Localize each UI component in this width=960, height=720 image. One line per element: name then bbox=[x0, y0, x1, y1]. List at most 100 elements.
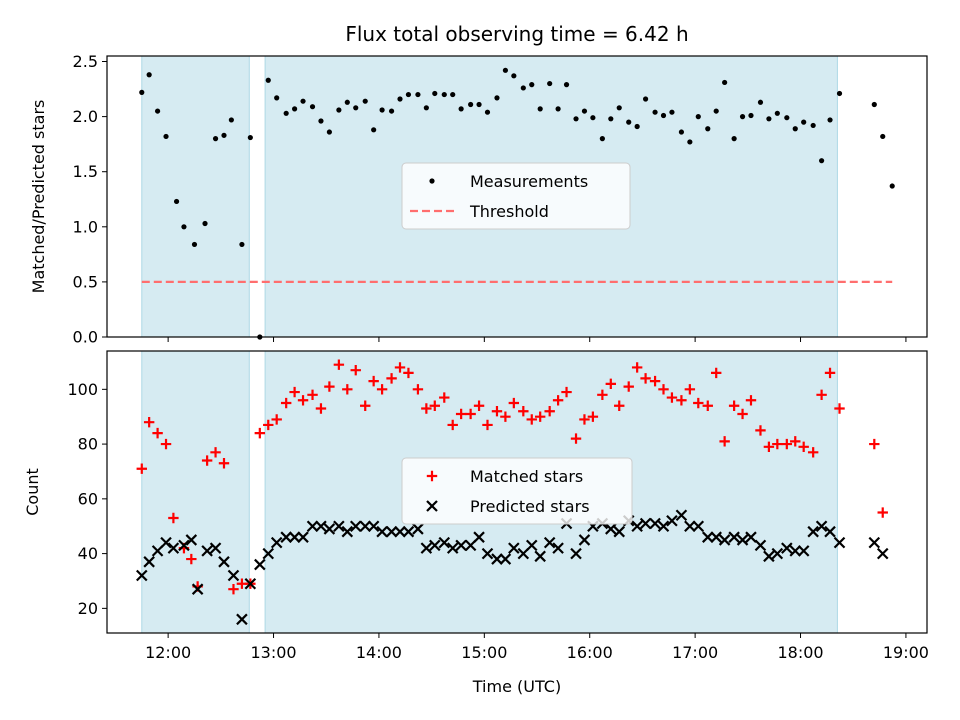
data-point bbox=[692, 520, 705, 533]
data-point bbox=[719, 436, 730, 447]
data-point bbox=[634, 123, 640, 130]
legend-swatch bbox=[426, 500, 438, 512]
legend-label: Matched stars bbox=[470, 467, 583, 486]
data-point bbox=[702, 400, 713, 411]
data-point bbox=[678, 129, 685, 135]
data-point bbox=[889, 183, 895, 189]
data-point bbox=[827, 117, 833, 123]
x-tick-label: 14:00 bbox=[356, 643, 402, 662]
data-point bbox=[362, 98, 368, 104]
data-point bbox=[367, 520, 380, 533]
series-predicted-stars bbox=[137, 510, 889, 626]
legend-box bbox=[401, 162, 631, 230]
data-point bbox=[143, 556, 155, 568]
data-point bbox=[880, 133, 886, 140]
data-point bbox=[297, 395, 309, 406]
data-point bbox=[834, 403, 845, 414]
legend-label: Threshold bbox=[469, 202, 549, 221]
data-point bbox=[465, 408, 476, 420]
chart-title: Flux total observing time = 6.42 h bbox=[345, 22, 688, 46]
data-point bbox=[642, 96, 649, 102]
data-point bbox=[191, 241, 198, 248]
data-point bbox=[181, 224, 187, 230]
data-point bbox=[271, 414, 282, 425]
data-point bbox=[710, 531, 722, 543]
data-point bbox=[745, 395, 757, 406]
data-point bbox=[218, 556, 230, 568]
data-point bbox=[146, 72, 152, 78]
x-tick-label: 17:00 bbox=[672, 643, 718, 662]
data-point bbox=[544, 406, 555, 417]
data-point bbox=[306, 520, 319, 533]
data-point bbox=[484, 109, 491, 115]
x-tick-label: 12:00 bbox=[145, 643, 191, 662]
data-point bbox=[274, 95, 280, 101]
data-point bbox=[499, 553, 512, 565]
data-point bbox=[631, 520, 643, 533]
legend-entry-measurements: Measurements bbox=[429, 172, 588, 191]
data-point bbox=[227, 569, 240, 582]
data-point bbox=[784, 115, 790, 121]
data-point bbox=[318, 118, 324, 124]
data-point bbox=[280, 397, 292, 409]
data-point bbox=[491, 406, 503, 417]
data-point bbox=[446, 542, 459, 554]
y-tick-label: 2.5 bbox=[73, 52, 98, 71]
data-point bbox=[342, 384, 353, 395]
data-point bbox=[405, 91, 412, 98]
data-point bbox=[608, 116, 614, 122]
data-point bbox=[739, 114, 746, 120]
data-point bbox=[349, 520, 362, 533]
data-point bbox=[201, 455, 213, 466]
data-point bbox=[526, 414, 537, 425]
data-point bbox=[371, 127, 377, 133]
data-point bbox=[573, 116, 579, 122]
y-tick-label: 0.5 bbox=[73, 272, 98, 291]
data-point bbox=[684, 384, 696, 395]
data-point bbox=[616, 105, 622, 111]
data-point bbox=[270, 536, 283, 549]
data-point bbox=[766, 116, 772, 122]
data-point bbox=[789, 545, 802, 557]
y-tick-label: 0.0 bbox=[73, 328, 98, 347]
data-point bbox=[152, 427, 163, 439]
data-point bbox=[581, 108, 588, 114]
data-point bbox=[695, 114, 701, 120]
data-point bbox=[289, 386, 300, 398]
data-point bbox=[420, 542, 433, 554]
data-point bbox=[771, 547, 784, 560]
legend-swatch bbox=[429, 178, 435, 184]
data-point bbox=[755, 425, 766, 436]
data-point bbox=[807, 447, 819, 458]
star-count-panel: 20 40 60 80 100 12:00 13:00 14:00 15:00 16:00 17:0… bbox=[23, 351, 929, 662]
data-point bbox=[781, 542, 793, 554]
y-tick-label: 1.0 bbox=[73, 217, 98, 236]
data-point bbox=[711, 367, 722, 379]
data-point bbox=[754, 539, 767, 552]
data-point bbox=[731, 136, 737, 142]
data-point bbox=[412, 523, 424, 535]
data-point bbox=[209, 542, 222, 554]
data-point bbox=[801, 119, 807, 125]
data-point bbox=[868, 536, 881, 549]
legend: Matched stars Predicted stars bbox=[401, 457, 633, 525]
data-point bbox=[869, 438, 880, 450]
data-point bbox=[520, 85, 526, 91]
data-point bbox=[687, 139, 693, 145]
data-point bbox=[283, 110, 289, 116]
data-point bbox=[379, 107, 385, 113]
data-point bbox=[239, 241, 245, 248]
data-point bbox=[807, 525, 819, 538]
data-point bbox=[386, 373, 397, 384]
data-point bbox=[178, 539, 190, 552]
data-point bbox=[772, 438, 783, 450]
data-point bbox=[421, 403, 432, 414]
data-point bbox=[613, 525, 626, 538]
data-point bbox=[728, 531, 740, 543]
data-point bbox=[438, 536, 451, 549]
data-point bbox=[288, 531, 301, 543]
legend-label: Predicted stars bbox=[470, 497, 590, 516]
x-tick-label: 19:00 bbox=[883, 643, 929, 662]
y-tick-label: 2.0 bbox=[73, 107, 98, 126]
